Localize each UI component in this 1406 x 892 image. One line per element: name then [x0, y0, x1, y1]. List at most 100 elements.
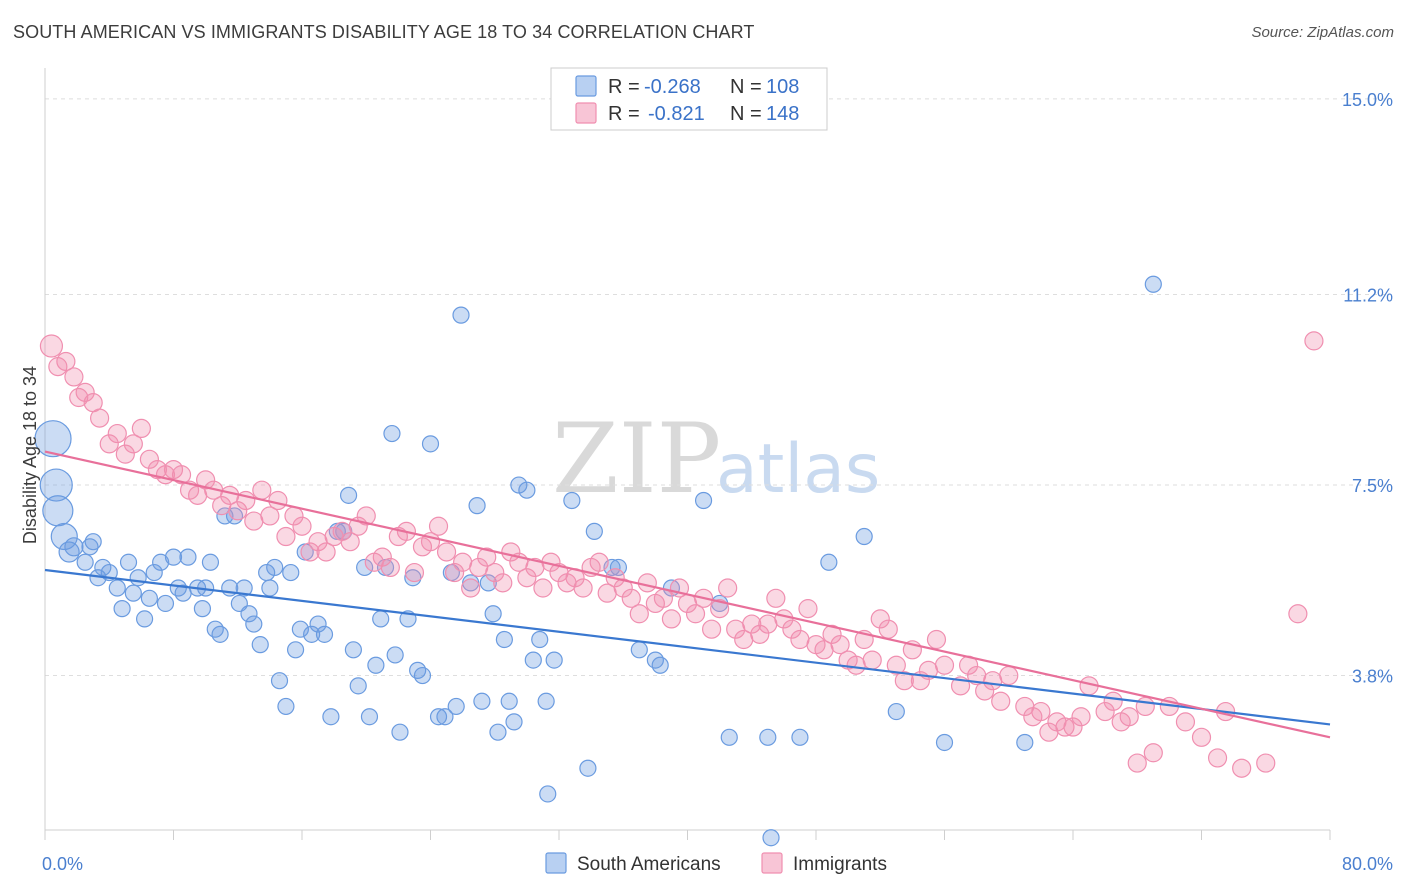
south-americans-point: [820, 553, 838, 571]
south-americans-point: [193, 600, 212, 618]
immigrants-point: [69, 387, 89, 408]
immigrants-point: [710, 599, 730, 619]
immigrants-point: [196, 470, 216, 490]
immigrants-point: [822, 624, 842, 644]
legend-n-label: N =: [730, 76, 762, 98]
south-americans-point: [468, 497, 486, 515]
immigrants-point: [107, 423, 127, 444]
immigrants-point: [533, 578, 553, 598]
south-americans-point: [356, 558, 374, 577]
immigrants-point: [517, 568, 537, 588]
south-americans-point: [1144, 275, 1162, 293]
immigrants-point: [1055, 717, 1075, 737]
immigrants-point: [886, 655, 906, 675]
south-americans-point: [391, 723, 409, 741]
immigrants-point: [758, 614, 778, 634]
south-americans-point: [282, 563, 300, 582]
immigrants-point: [637, 573, 657, 593]
immigrants-point: [1063, 717, 1083, 737]
immigrants-point: [228, 501, 248, 521]
immigrants-point: [742, 614, 762, 634]
south-americans-point: [489, 723, 507, 741]
south-americans-point: [129, 569, 147, 587]
immigrants-point: [1135, 696, 1155, 717]
immigrants-point: [1175, 712, 1196, 732]
immigrants-point: [428, 516, 449, 536]
immigrants-point: [316, 542, 336, 562]
chart-title: SOUTH AMERICAN VS IMMIGRANTS DISABILITY …: [13, 22, 755, 42]
south-americans-point: [935, 733, 954, 752]
legend-swatch-immigrants: [575, 102, 597, 124]
south-americans-point: [266, 558, 284, 577]
south-americans-point: [315, 625, 334, 643]
y-tick-label: 3.8%: [1352, 667, 1393, 687]
south-americans-point: [759, 728, 777, 746]
immigrants-point: [115, 444, 135, 464]
south-americans-point: [34, 420, 72, 458]
south-americans-point: [531, 630, 549, 649]
south-americans-point: [545, 651, 563, 669]
legend-n-value-south: 108: [766, 76, 799, 98]
immigrants-point: [64, 367, 84, 387]
immigrants-point: [999, 665, 1019, 686]
immigrants-point: [934, 655, 955, 675]
y-tick-label: 15.0%: [1342, 90, 1393, 110]
south-americans-point: [429, 708, 448, 726]
south-americans-point: [240, 605, 258, 623]
immigrants-point: [1256, 753, 1276, 773]
south-americans-point: [360, 708, 379, 726]
immigrants-point: [1119, 707, 1139, 727]
south-americans-point: [84, 533, 102, 551]
south-americans-point: [339, 486, 358, 504]
immigrants-point: [171, 465, 192, 485]
immigrants-point: [90, 408, 110, 428]
south-americans-point: [413, 666, 432, 685]
y-axis-title: Disability Age 18 to 34: [20, 366, 40, 544]
immigrants-point: [99, 434, 119, 454]
immigrants-point: [252, 480, 272, 500]
immigrants-point: [123, 434, 143, 454]
south-americans-point: [58, 541, 80, 563]
series-legend: South Americans Immigrants: [545, 852, 887, 875]
immigrants-point: [766, 588, 786, 608]
south-americans-point: [140, 589, 159, 607]
immigrants-point: [718, 578, 738, 598]
immigrants-point: [685, 604, 706, 624]
legend-r-value-immigrants: -0.821: [648, 103, 705, 125]
immigrants-point: [750, 624, 770, 644]
immigrants-point: [268, 490, 288, 511]
south-americans-point: [383, 424, 401, 443]
south-americans-point: [518, 481, 536, 499]
immigrants-point: [1304, 331, 1324, 351]
south-americans-point: [179, 548, 197, 566]
south-americans-point: [211, 625, 229, 643]
immigrants-point: [1031, 701, 1051, 722]
south-americans-point: [156, 594, 175, 613]
south-americans-point: [303, 625, 321, 643]
immigrants-point: [629, 604, 649, 624]
south-americans-point: [164, 548, 183, 566]
south-americans-point: [1016, 733, 1034, 752]
immigrants-point: [1103, 691, 1123, 711]
legend-swatch-south: [575, 75, 597, 97]
south-americans-point: [646, 651, 664, 669]
immigrants-point: [56, 351, 76, 372]
watermark-zip: ZIP: [552, 403, 721, 515]
y-tick-label: 11.2%: [1343, 286, 1393, 306]
south-americans-point: [386, 646, 404, 664]
immigrants-point: [1207, 748, 1228, 768]
south-americans-point: [409, 661, 427, 679]
immigrants-point: [1143, 743, 1163, 763]
south-americans-point: [473, 692, 491, 710]
legend-swatch-south-americans: [545, 852, 567, 874]
south-americans-point: [108, 579, 126, 597]
immigrants-point: [380, 557, 400, 578]
immigrants-point: [453, 552, 473, 572]
south-americans-point: [537, 692, 555, 710]
south-americans-point: [349, 677, 367, 695]
south-americans-point: [421, 435, 440, 453]
south-americans-point: [322, 708, 340, 726]
immigrants-point: [1232, 758, 1252, 778]
south-americans-point: [42, 495, 74, 527]
south-americans-point: [452, 306, 470, 324]
